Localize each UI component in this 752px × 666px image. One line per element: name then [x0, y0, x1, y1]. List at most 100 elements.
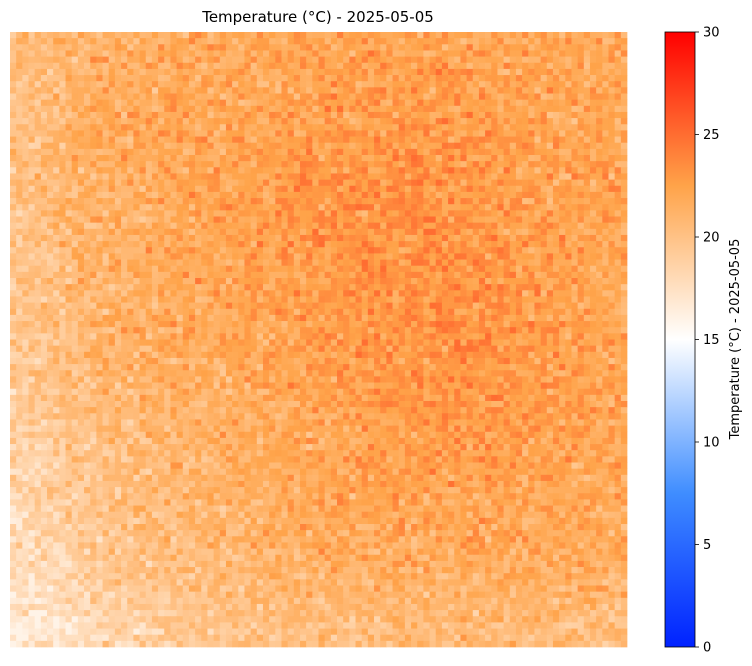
heatmap-cell	[367, 185, 375, 193]
heatmap-cell	[281, 253, 288, 260]
heatmap-cell	[534, 247, 541, 254]
heatmap-cell	[182, 167, 190, 174]
heatmap-cell	[238, 314, 245, 322]
heatmap-cell	[47, 296, 54, 303]
heatmap-cell	[195, 228, 202, 236]
heatmap-cell	[207, 124, 214, 131]
heatmap-cell	[509, 216, 517, 223]
heatmap-cell	[540, 265, 548, 273]
heatmap-cell	[195, 185, 202, 193]
heatmap-cell	[114, 155, 122, 162]
heatmap-cell	[47, 56, 54, 64]
heatmap-cell	[423, 93, 430, 100]
heatmap-cell	[361, 81, 369, 88]
heatmap-cell	[355, 204, 363, 211]
heatmap-cell	[293, 333, 301, 340]
heatmap-cell	[232, 278, 239, 285]
heatmap-cell	[28, 130, 36, 137]
heatmap-cell	[219, 130, 227, 137]
heatmap-cell	[28, 321, 36, 328]
heatmap-cell	[40, 118, 48, 125]
heatmap-cell	[139, 265, 147, 273]
heatmap-cell	[398, 228, 406, 236]
heatmap-cell	[355, 68, 363, 76]
heatmap-cell	[121, 284, 128, 291]
heatmap-cell	[552, 124, 560, 131]
heatmap-cell	[509, 321, 517, 328]
heatmap-cell	[201, 136, 208, 144]
heatmap-cell	[84, 265, 91, 273]
heatmap-cell	[312, 75, 319, 82]
heatmap-cell	[491, 167, 498, 174]
heatmap-cell	[213, 308, 221, 316]
heatmap-cell	[374, 333, 381, 340]
heatmap-cell	[207, 234, 214, 242]
heatmap-cell	[485, 124, 492, 131]
heatmap-cell	[454, 99, 461, 107]
heatmap-cell	[398, 68, 406, 76]
heatmap-cell	[145, 314, 153, 322]
heatmap-cell	[28, 56, 36, 64]
heatmap-cell	[16, 241, 23, 248]
heatmap-cell	[16, 173, 23, 180]
heatmap-cell	[40, 333, 48, 340]
heatmap-cell	[281, 247, 288, 254]
heatmap-cell	[435, 308, 443, 316]
heatmap-cell	[503, 204, 511, 211]
heatmap-cell	[583, 247, 591, 254]
heatmap-cell	[386, 284, 393, 291]
heatmap-cell	[546, 167, 554, 174]
heatmap-cell	[552, 278, 560, 285]
heatmap-cell	[330, 321, 338, 328]
heatmap-cell	[16, 333, 23, 340]
heatmap-cell	[47, 105, 54, 113]
heatmap-cell	[374, 327, 381, 334]
heatmap-cell	[509, 210, 517, 217]
heatmap-cell	[522, 155, 529, 162]
heatmap-cell	[620, 179, 628, 187]
heatmap-cell	[355, 44, 363, 51]
heatmap-cell	[565, 62, 572, 70]
heatmap-cell	[509, 75, 517, 82]
heatmap-cell	[571, 265, 578, 273]
heatmap-cell	[275, 56, 282, 64]
heatmap-cell	[47, 38, 54, 45]
heatmap-cell	[583, 216, 591, 223]
heatmap-cell	[429, 136, 437, 144]
heatmap-cell	[10, 142, 17, 150]
heatmap-cell	[466, 44, 474, 51]
heatmap-cell	[121, 241, 128, 248]
heatmap-cell	[293, 234, 301, 242]
heatmap-cell	[238, 222, 245, 230]
heatmap-cell	[77, 130, 85, 137]
heatmap-cell	[244, 68, 251, 76]
heatmap-cell	[219, 173, 227, 180]
heatmap-cell	[404, 62, 412, 70]
heatmap-cell	[84, 191, 91, 199]
heatmap-cell	[127, 198, 134, 205]
heatmap-cell	[343, 56, 350, 64]
heatmap-cell	[53, 228, 60, 236]
heatmap-cell	[108, 44, 116, 51]
heatmap-cell	[219, 247, 227, 254]
heatmap-cell	[145, 278, 153, 285]
heatmap-cell	[71, 222, 79, 230]
heatmap-cell	[454, 333, 461, 340]
heatmap-cell	[47, 271, 54, 279]
heatmap-cell	[361, 161, 369, 168]
heatmap-cell	[53, 259, 60, 267]
heatmap-cell	[324, 327, 332, 334]
heatmap-cell	[398, 290, 406, 297]
heatmap-cell	[411, 191, 418, 199]
heatmap-cell	[540, 87, 548, 94]
heatmap-cell	[620, 136, 628, 144]
heatmap-cell	[546, 93, 554, 100]
heatmap-cell	[250, 333, 258, 340]
heatmap-cell	[497, 136, 504, 144]
heatmap-cell	[361, 130, 369, 137]
heatmap-cell	[10, 228, 17, 236]
heatmap-cell	[596, 44, 603, 51]
heatmap-cell	[565, 290, 572, 297]
heatmap-cell	[435, 216, 443, 223]
heatmap-cell	[349, 228, 356, 236]
